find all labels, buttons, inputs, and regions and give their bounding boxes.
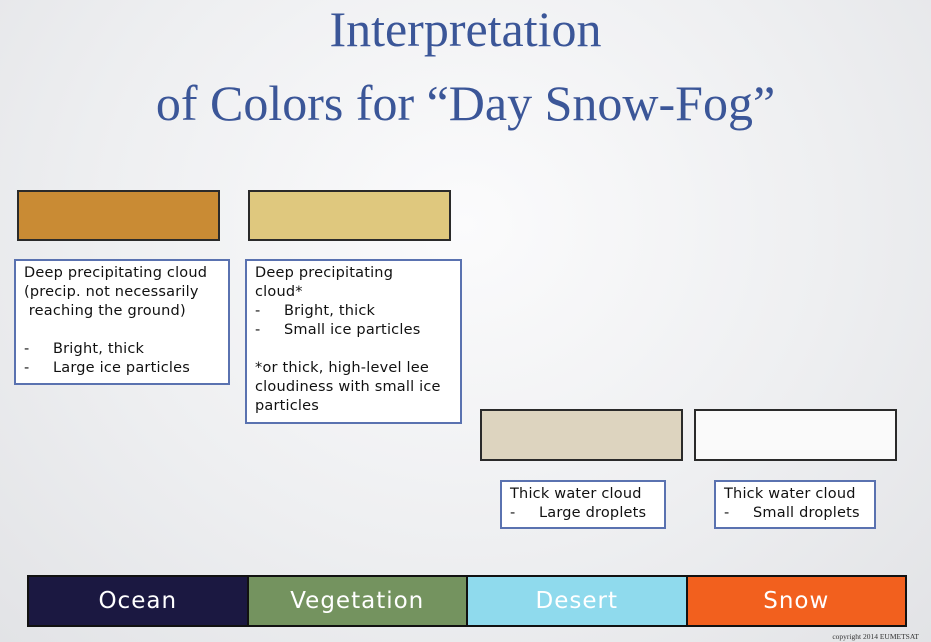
surface-desert: Desert: [466, 577, 686, 625]
description-line: Thick water cloud: [724, 486, 856, 502]
color-swatch-beige: [480, 409, 683, 461]
bullet-item: - Large droplets: [510, 505, 647, 521]
color-swatch-yellow: [248, 190, 451, 241]
color-swatch-orange: [17, 190, 220, 241]
description-line: Deep precipitating: [255, 265, 394, 281]
bullet-item: - Bright, thick: [24, 341, 145, 357]
note-line: particles: [255, 398, 320, 414]
surface-snow: Snow: [685, 577, 905, 625]
description-line: reaching the ground): [24, 303, 186, 319]
bullet-item: - Large ice particles: [24, 360, 190, 376]
surface-ocean: Ocean: [29, 577, 247, 625]
description-box-thick-water-large: Thick water cloud - Large droplets: [500, 480, 666, 529]
note-line: cloudiness with small ice: [255, 379, 441, 395]
note-line: *or thick, high-level lee: [255, 360, 429, 376]
bullet-item: - Small droplets: [724, 505, 860, 521]
description-line: cloud*: [255, 284, 303, 300]
description-box-deep-precip-small-ice: Deep precipitating cloud* - Bright, thick…: [245, 259, 462, 424]
color-swatch-white: [694, 409, 897, 461]
description-line: Thick water cloud: [510, 486, 642, 502]
surface-type-bar: Ocean Vegetation Desert Snow: [27, 575, 907, 627]
page-title-line-2: of Colors for “Day Snow-Fog”: [155, 75, 776, 131]
description-box-deep-precip-large-ice: Deep precipitating cloud (precip. not ne…: [14, 259, 230, 385]
page-title-line-1: Interpretation: [329, 1, 602, 57]
copyright-notice: copyright 2014 EUMETSAT: [832, 632, 919, 641]
description-line: (precip. not necessarily: [24, 284, 199, 300]
bullet-item: - Small ice particles: [255, 322, 421, 338]
bullet-item: - Bright, thick: [255, 303, 376, 319]
surface-vegetation: Vegetation: [246, 577, 466, 625]
description-line: Deep precipitating cloud: [24, 265, 208, 281]
description-box-thick-water-small: Thick water cloud - Small droplets: [714, 480, 876, 529]
